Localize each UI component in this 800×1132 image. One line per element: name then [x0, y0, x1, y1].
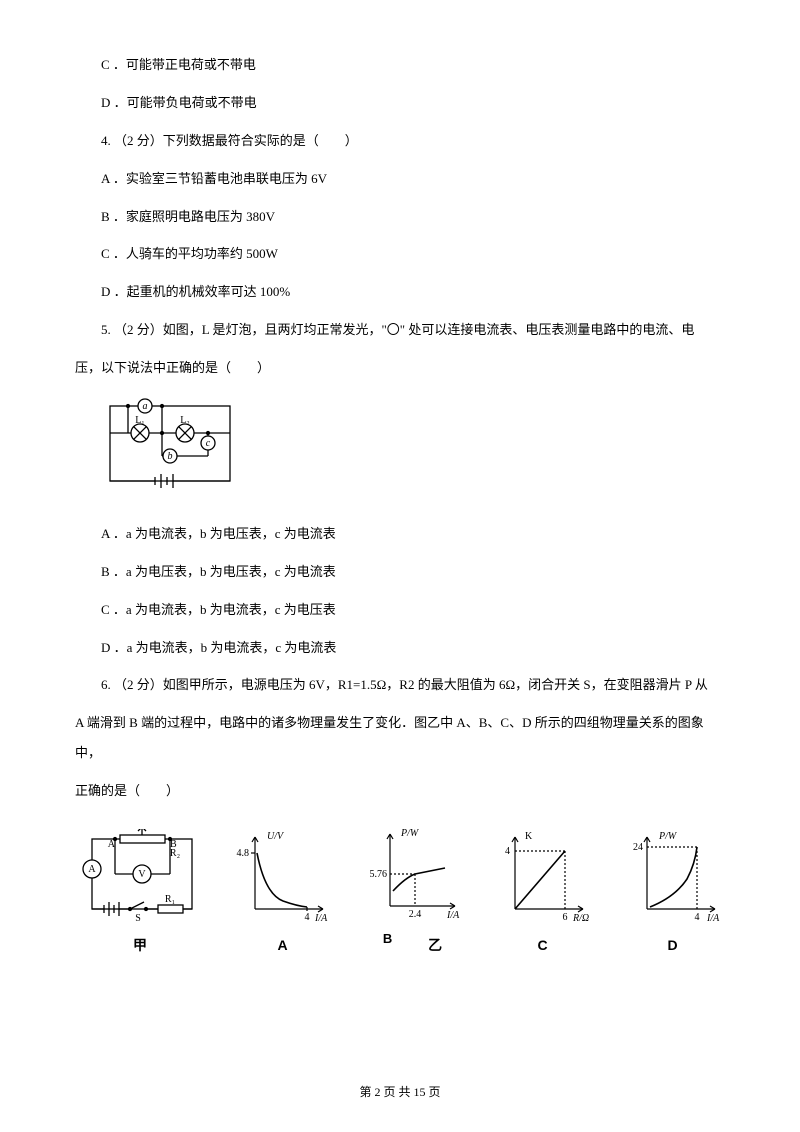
q6-stem-1: 6. （2 分）如图甲所示，电源电压为 6V，R1=1.5Ω，R2 的最大阻值为…	[75, 670, 725, 700]
q6-label-a: A	[277, 929, 287, 961]
q5-option-b: B ．a 为电压表，b 为电压表，c 为电流表	[75, 557, 725, 587]
svg-text:K: K	[525, 831, 533, 842]
svg-text:V: V	[138, 869, 146, 880]
svg-text:L₂: L₂	[180, 415, 190, 426]
svg-text:R/Ω: R/Ω	[572, 913, 589, 924]
q5-stem-2: 压，以下说法中正确的是（ ）	[75, 353, 725, 383]
svg-text:b: b	[168, 451, 173, 462]
svg-text:c: c	[206, 438, 211, 449]
q4-option-d: D ．起重机的机械效率可达 100%	[75, 277, 725, 307]
q4-option-b: B ．家庭照明电路电压为 380V	[75, 202, 725, 232]
svg-text:P/W: P/W	[400, 828, 420, 839]
q6-stem-3: 正确的是（ ）	[75, 776, 725, 806]
svg-text:L₁: L₁	[135, 415, 145, 426]
svg-text:I/A: I/A	[446, 910, 460, 921]
q6-label-jia: 甲	[133, 929, 147, 961]
svg-text:P/W: P/W	[658, 831, 678, 842]
q6-label-b: B	[383, 924, 392, 961]
q5-option-d: D ．a 为电流表，b 为电流表，c 为电流表	[75, 633, 725, 663]
q4-stem: 4. （2 分）下列数据最符合实际的是（ ）	[75, 126, 725, 156]
svg-text:4: 4	[695, 912, 700, 923]
prev-option-c: C ．可能带正电荷或不带电	[75, 50, 725, 80]
page-footer: 第 2 页 共 15 页	[0, 1079, 800, 1107]
svg-text:5.76: 5.76	[370, 869, 388, 880]
svg-text:R₁: R₁	[165, 894, 175, 905]
svg-text:2.4: 2.4	[409, 909, 422, 920]
q6-graph-c: K R/Ω 4 6 C	[495, 829, 590, 961]
svg-text:4: 4	[505, 846, 510, 857]
q6-label-d: D	[667, 929, 677, 961]
svg-text:4: 4	[305, 912, 310, 923]
q6-graphs: P A B R₂ A V	[80, 826, 720, 961]
svg-text:I/A: I/A	[706, 913, 720, 924]
svg-text:6: 6	[563, 912, 568, 923]
q6-label-yi: 乙	[428, 929, 442, 961]
q5-stem-1: 5. （2 分）如图，L 是灯泡，且两灯均正常发光，"〇" 处可以连接电流表、电…	[75, 315, 725, 345]
svg-text:R₂: R₂	[170, 848, 180, 859]
svg-text:A: A	[88, 864, 96, 875]
svg-text:4.8: 4.8	[237, 848, 250, 859]
q6-stem-2: A 端滑到 B 端的过程中，电路中的诸多物理量发生了变化．图乙中 A、B、C、D…	[75, 708, 725, 768]
svg-text:24: 24	[633, 842, 643, 853]
q6-graph-d: P/W I/A 24 4 D	[625, 829, 720, 961]
q6-label-c: C	[537, 929, 547, 961]
svg-text:a: a	[143, 401, 148, 412]
q4-option-c: C ．人骑车的平均功率约 500W	[75, 239, 725, 269]
q5-circuit-diagram: a L₁ L₂ b c	[100, 398, 725, 504]
q5-option-c: C ．a 为电流表，b 为电流表，c 为电压表	[75, 595, 725, 625]
svg-text:S: S	[135, 913, 141, 924]
q6-graph-b: P/W I/A 5.76 2.4 B 乙	[365, 826, 460, 961]
q6-graph-a: U/V I/A 4.8 4 A	[235, 829, 330, 961]
q4-option-a: A ．实验室三节铅蓄电池串联电压为 6V	[75, 164, 725, 194]
svg-text:I/A: I/A	[314, 913, 328, 924]
q5-option-a: A ．a 为电流表，b 为电压表，c 为电流表	[75, 519, 725, 549]
svg-text:U/V: U/V	[267, 831, 285, 842]
prev-option-d: D ．可能带负电荷或不带电	[75, 88, 725, 118]
q6-circuit-jia: P A B R₂ A V	[80, 829, 200, 961]
